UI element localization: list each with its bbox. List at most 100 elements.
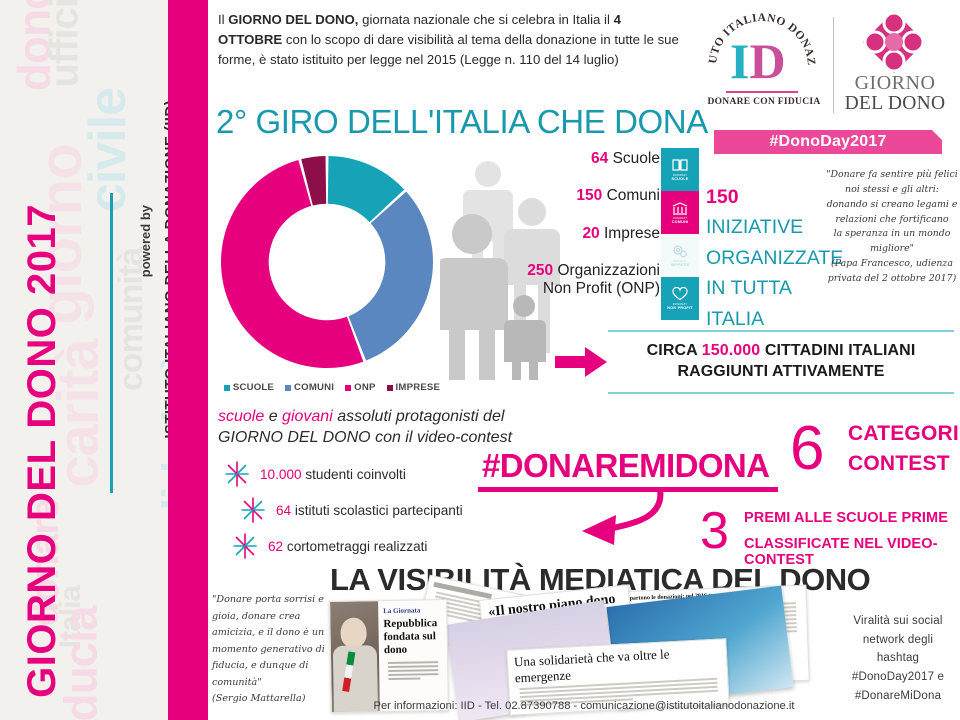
bullet-shortfilms-number: 62 [268,538,284,554]
bullet-shortfilms-label: cortometraggi realizzati [283,538,428,554]
badge-comuni-label: COMUNI [671,219,689,224]
initiatives-line1: INIZIATIVE [706,216,804,239]
sidebar: dono ufficiale civile giorno comunità ca… [0,0,168,720]
intro-text-4: 4 OTTOBRE [218,12,621,48]
gears-icon [673,245,687,258]
bullet-shortfilms: 62 cortometraggi realizzati [222,528,522,564]
stat-onp: 250 Organizzazioni Non Profit (ONP) [440,262,660,299]
badge-scuole: DONODAY SCUOLE [661,148,699,191]
giovani-rest: assoluti protagonisti del [332,408,505,425]
iid-letter-i: I [730,33,750,89]
circa-rule-top [608,330,954,332]
badge-non-profit-top: DONODAY [672,303,688,306]
pope-quote-line-1: "Donare fa sentire più felici [826,169,958,180]
logo-separator [833,17,834,113]
intro-text-3: giornata nazionale che si celebra in Ita… [358,12,614,27]
hashtag-underline [478,487,778,492]
giovani-mid: e [264,408,283,425]
prizes-number: 3 [700,502,729,560]
iid-ring-text-icon: ISTITUTO ITALIANO DONAZIONE [706,9,817,66]
donoday-hashtag-banner: #DonoDay2017 [714,130,942,154]
virality-line-4: #DonoDay2017 e [851,670,945,683]
participants-donut-chart [214,148,444,380]
donaremidona-hashtag: #DONAREMIDONA [482,447,770,484]
bullet-students-number: 10.000 [260,466,302,482]
asterisk-star-icon [225,461,249,487]
pope-quote-line-4: relazioni che fortificano [835,213,949,225]
prizes-label-1: PREMI ALLE SCUOLE PRIME [744,510,948,526]
initiatives-line3: IN TUTTA ITALIA [706,277,791,330]
stat-onp-label-2: Non Profit (ONP) [542,280,660,298]
pink-arrow-icon [555,347,607,377]
donut-slice-scuole [327,156,405,223]
clipping-repubblica: La Giornata Repubblica fondata sul dono [329,598,449,714]
virality-line-3: hashtag [876,652,920,665]
stat-scuole-number: 64 [591,150,609,167]
giovani-line-1: scuole e giovani assoluti protagonisti d… [218,406,518,427]
iid-monogram: ID [730,35,798,87]
mattarella-line-5: fiducia, e dunque di [212,660,309,671]
giovani-word-scuole: scuole [218,408,265,425]
legend-swatch [345,384,352,391]
pope-quote-line-7: (Papa Francesco, udienza [831,258,953,270]
badge-non-profit-label: NON PROFIT [667,306,693,310]
bullet-institutes-number: 64 [276,502,292,518]
stat-scuole: 64 Scuole [440,150,660,168]
donut-svg [221,156,433,368]
intro-text-1: Il [218,12,229,27]
categories-label-2: CONTEST [848,452,950,475]
circa-rule-bottom [608,391,954,394]
book-icon [672,158,688,171]
legend-swatch [223,384,230,391]
initiatives-number: 150 [706,186,739,208]
virality-line-5: #DonareMiDona [854,689,942,702]
badge-comuni: DONODAY COMUNI [661,191,699,234]
category-badges: DONODAY SCUOLE DONODAY COMUNI DONODAY IM… [661,148,699,320]
badge-scuole-label: SCUOLE [671,176,689,181]
giovani-line-2: GIORNO DEL DONO con il video-contest [218,429,513,447]
mattarella-line-2: gioia, donare crea [212,610,301,622]
legend-label: SCUOLE [232,382,275,393]
footer-contact: Per informazioni: IID - Tel. 02.87390788… [373,700,795,712]
sidebar-powered-by: powered by [138,205,153,278]
iid-logo: ISTITUTO ITALIANO DONAZIONE ID DONARE CO… [700,7,826,123]
intro-text-2: GIORNO DEL DONO, [228,12,359,27]
people-silhouettes-icon [440,161,560,380]
building-icon [672,201,688,215]
categories-number: 6 [790,414,825,483]
legend-label: IMPRESE [395,382,441,393]
clipping-repubblica-headline: Repubblica fondata sul dono [383,617,438,656]
diamond-flower-icon [862,11,926,74]
clipping-photo [330,601,380,714]
circa-line-2: RAGGIUNTI ATTIVAMENTE [677,362,885,380]
heart-icon [672,287,688,301]
donut-slice-imprese [301,156,327,206]
stat-comuni-label: Comuni [606,187,660,205]
initiatives-line2: ORGANIZZATE [706,246,844,269]
legend-item-onp: ONP [345,382,375,393]
giorno-del-dono-logo: GIORNO DEL DONO [841,7,949,123]
bullet-institutes: 64 istituti scolastici partecipanti [222,492,522,528]
bullet-students-label: studenti coinvolti [301,466,406,482]
clipping-repubblica-kicker: La Giornata [383,606,421,616]
initiatives-callout: 150 INIZIATIVE ORGANIZZATE IN TUTTA ITAL… [706,182,844,334]
sidebar-pink-bar [168,0,208,720]
sidebar-title: GIORNO DEL DONO 2017 [20,204,64,698]
mattarella-line-1: "Donare porta sorrisi e [212,594,324,605]
asterisk-star-icon [233,533,257,559]
donut-slice-onp [221,159,364,368]
virality-line-1: Viralità sui social [853,615,943,627]
giovani-word-giovani: giovani [282,408,333,425]
badge-scuole-top: DONODAY [672,173,688,177]
iid-letter-d: D [749,33,786,89]
stat-comuni-number: 150 [576,187,603,205]
badge-imprese-label: IMPRESE [670,263,690,267]
pope-quote-line-3: donando si creano legami e [826,198,958,210]
virality-note: Viralità sui social network degli hashta… [838,612,958,705]
circa-prefix: CIRCA [646,342,702,359]
circa-line-1: CIRCA 150.000 CITTADINI ITALIANI [608,341,954,362]
stat-imprese: 20 Imprese [440,225,660,243]
badge-non-profit: DONODAY NON PROFIT [661,277,699,320]
legend-item-imprese: IMPRESE [386,382,441,393]
